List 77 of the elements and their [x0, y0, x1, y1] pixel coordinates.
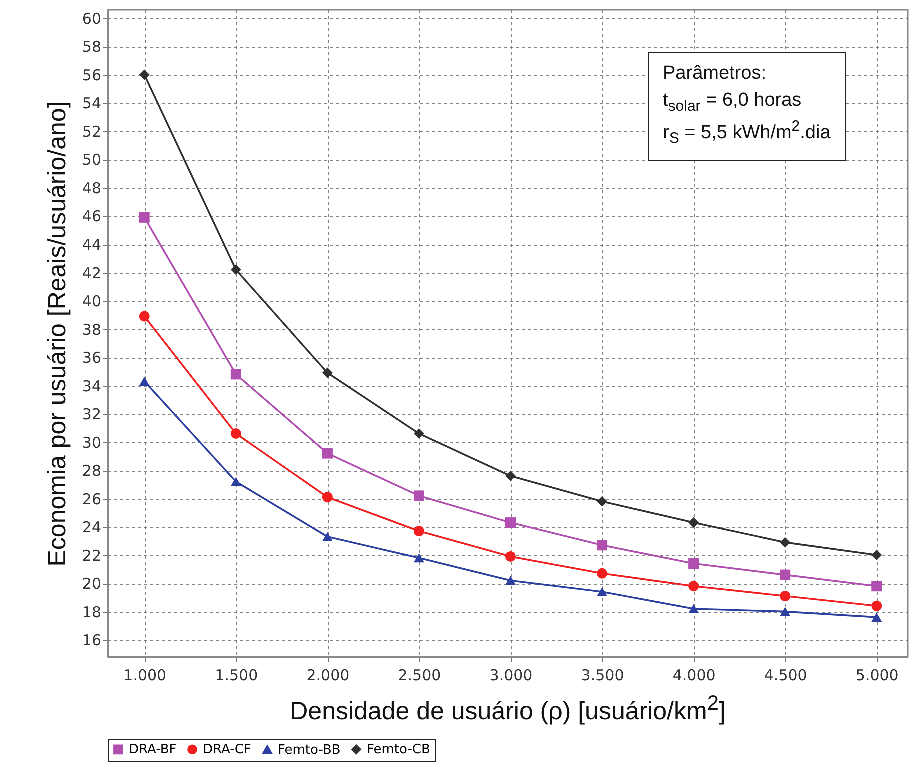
- legend-label: Femto-BB: [278, 742, 341, 758]
- point: [872, 550, 882, 561]
- y-tick-label: 46: [82, 208, 102, 226]
- point: [780, 537, 791, 548]
- point: [414, 526, 424, 537]
- point: [688, 518, 700, 528]
- legend-label: DRA-BF: [129, 742, 177, 758]
- y-tick-label: 58: [82, 38, 102, 56]
- x-tick-label: 3.000: [490, 666, 533, 684]
- y-tick-label: 54: [82, 94, 102, 113]
- y-tick-label: 38: [82, 320, 102, 339]
- legend-label: Femto-CB: [367, 742, 430, 758]
- point: [506, 518, 516, 528]
- point: [506, 551, 516, 562]
- y-tick-label: 52: [82, 122, 102, 141]
- point: [322, 368, 333, 378]
- point: [780, 607, 791, 616]
- point: [230, 369, 242, 380]
- y-tick-label: 42: [82, 264, 102, 282]
- point: [597, 568, 608, 579]
- point: [139, 376, 150, 386]
- x-tick-label: 1.000: [124, 666, 167, 684]
- y-tick-label: 16: [82, 632, 102, 650]
- annotation: t$_{solar}$ = 6,0 horas: [663, 88, 803, 116]
- point: [322, 532, 333, 542]
- y-tick-label: 56: [82, 66, 102, 84]
- y-tick-label: 32: [82, 406, 102, 424]
- x-tick-label: 1.500: [215, 666, 258, 684]
- y-tick-label: 26: [82, 490, 102, 508]
- y-tick-label: 50: [82, 151, 102, 170]
- y-tick-label: 20: [82, 575, 102, 594]
- y-tick-label: 30: [82, 434, 102, 452]
- y-tick-label: 44: [82, 236, 102, 254]
- point: [780, 591, 791, 602]
- point: [780, 570, 791, 580]
- point: [688, 558, 700, 570]
- legend-label: DRA-CF: [203, 742, 252, 758]
- y-tick-label: 24: [82, 518, 102, 537]
- y-tick-label: 18: [82, 603, 102, 622]
- y-tick-label: 48: [82, 179, 102, 198]
- point: [872, 612, 882, 622]
- point: [414, 428, 424, 440]
- annotation: Parâmetros:: [663, 62, 768, 86]
- point: [322, 448, 333, 459]
- point: [322, 492, 333, 503]
- y-axis-title: Economia por usuário [Reais/usuário/ano]: [43, 101, 72, 567]
- y-tick-label: 60: [82, 10, 102, 28]
- point: [872, 600, 882, 612]
- point: [688, 604, 700, 614]
- point: [872, 581, 882, 592]
- point: [597, 540, 608, 551]
- point: [688, 581, 700, 592]
- point: [139, 212, 150, 223]
- point: [230, 428, 242, 440]
- point: [506, 470, 516, 482]
- point: [597, 496, 608, 507]
- point: [414, 490, 424, 502]
- y-tick-label: 22: [82, 546, 102, 565]
- x-tick-label: 2.500: [398, 666, 442, 684]
- point: [139, 70, 150, 80]
- point: [230, 264, 242, 276]
- y-tick-label: 34: [82, 377, 102, 396]
- y-tick-label: 40: [82, 292, 102, 311]
- y-tick-label: 28: [82, 462, 102, 480]
- x-tick-label: 4.000: [672, 666, 716, 684]
- point: [597, 587, 608, 597]
- annotation: r$_{S}$ = 5,5 kWh/m$^{2}$.dia: [663, 117, 831, 150]
- y-tick-label: 36: [82, 349, 102, 368]
- point: [230, 477, 242, 486]
- point: [139, 311, 150, 322]
- x-tick-label: 5.000: [856, 666, 899, 684]
- point: [414, 554, 424, 563]
- x-tick-label: 3.500: [581, 666, 624, 684]
- x-tick-label: 4.500: [764, 666, 808, 684]
- point: [506, 576, 516, 586]
- x-axis-title: Densidade de usuário (ρ) [usuário/km$^{2}$]: [289, 692, 727, 726]
- x-tick-label: 2.000: [306, 666, 350, 684]
